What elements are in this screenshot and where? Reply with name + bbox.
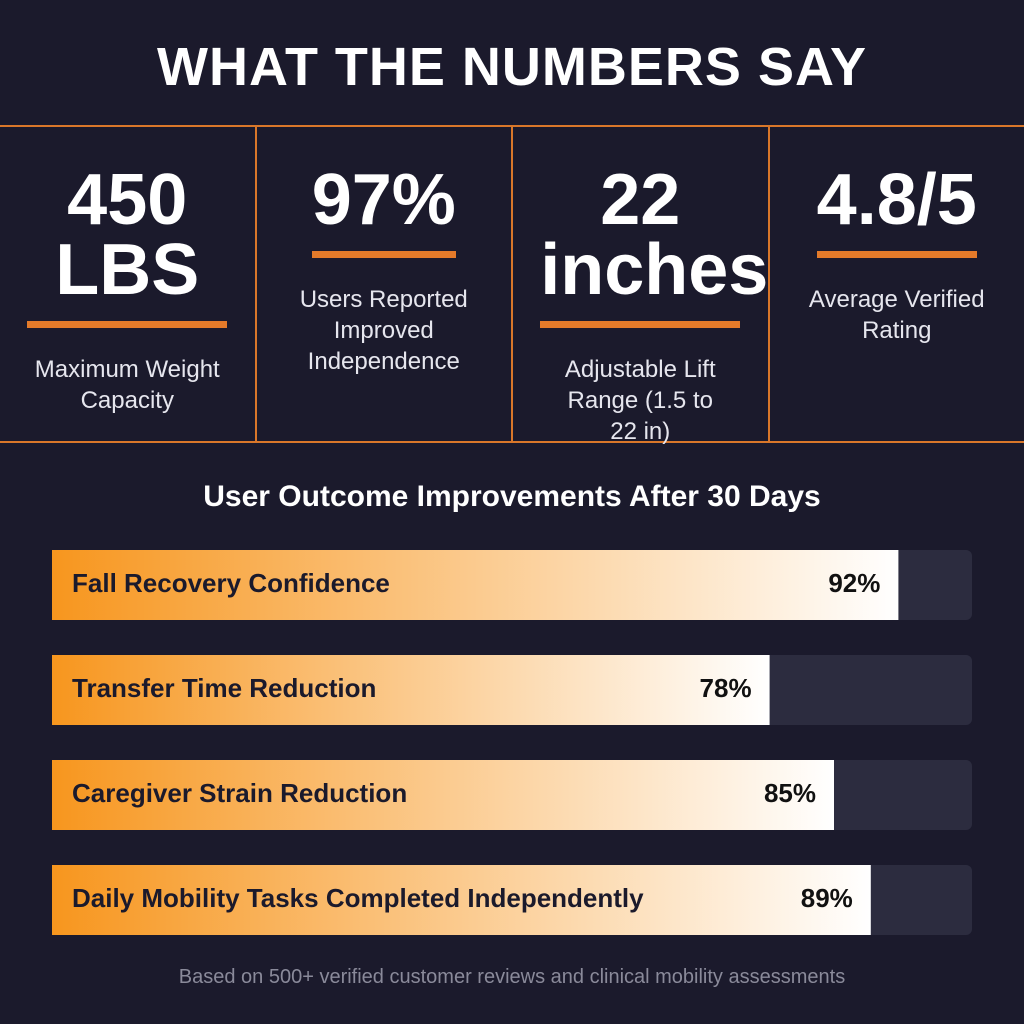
stat-card: 4.8/5 Average Verified Rating [770, 127, 1024, 441]
bar-label: Daily Mobility Tasks Completed Independe… [72, 883, 644, 913]
stat-label: Adjustable Lift Range (1.5 to 22 in) [564, 356, 716, 445]
stat-value: 22 inches [540, 164, 768, 328]
stat-value: 450 LBS [27, 164, 228, 328]
value-label: 85% [764, 778, 816, 808]
bar-label: Fall Recovery Confidence [72, 568, 390, 598]
bar [52, 655, 770, 725]
stat-card: 450 LBS Maximum Weight Capacity [0, 127, 257, 441]
value-label: 92% [828, 568, 880, 598]
footnote: Based on 500+ verified customer reviews … [178, 966, 846, 988]
page-title: WHAT THE NUMBERS SAY [156, 37, 868, 97]
stat-label: Maximum Weight Capacity [34, 356, 220, 414]
bar-label: Transfer Time Reduction [72, 673, 376, 703]
stat-label: Average Verified Rating [808, 286, 985, 344]
bar [52, 550, 899, 620]
value-label: 89% [801, 883, 853, 913]
value-label: 78% [700, 673, 752, 703]
stat-label: Users Reported Improved Independence [299, 286, 468, 375]
stats-row: 450 LBS Maximum Weight Capacity 97% Users R… [0, 125, 1024, 445]
bar [52, 865, 871, 935]
chart-title: User Outcome Improvements After 30 Days [203, 480, 820, 513]
bar-label: Caregiver Strain Reduction [72, 778, 407, 808]
bar-chart: User Outcome Improvements After 30 Days … [52, 480, 972, 935]
stat-value: 97% [311, 164, 456, 258]
stat-card: 97% Users Reported Improved Independence [257, 127, 513, 441]
stat-card: 22 inches Adjustable Lift Range (1.5 to 2… [513, 127, 770, 445]
bar [52, 760, 834, 830]
stat-value: 4.8/5 [816, 164, 977, 258]
